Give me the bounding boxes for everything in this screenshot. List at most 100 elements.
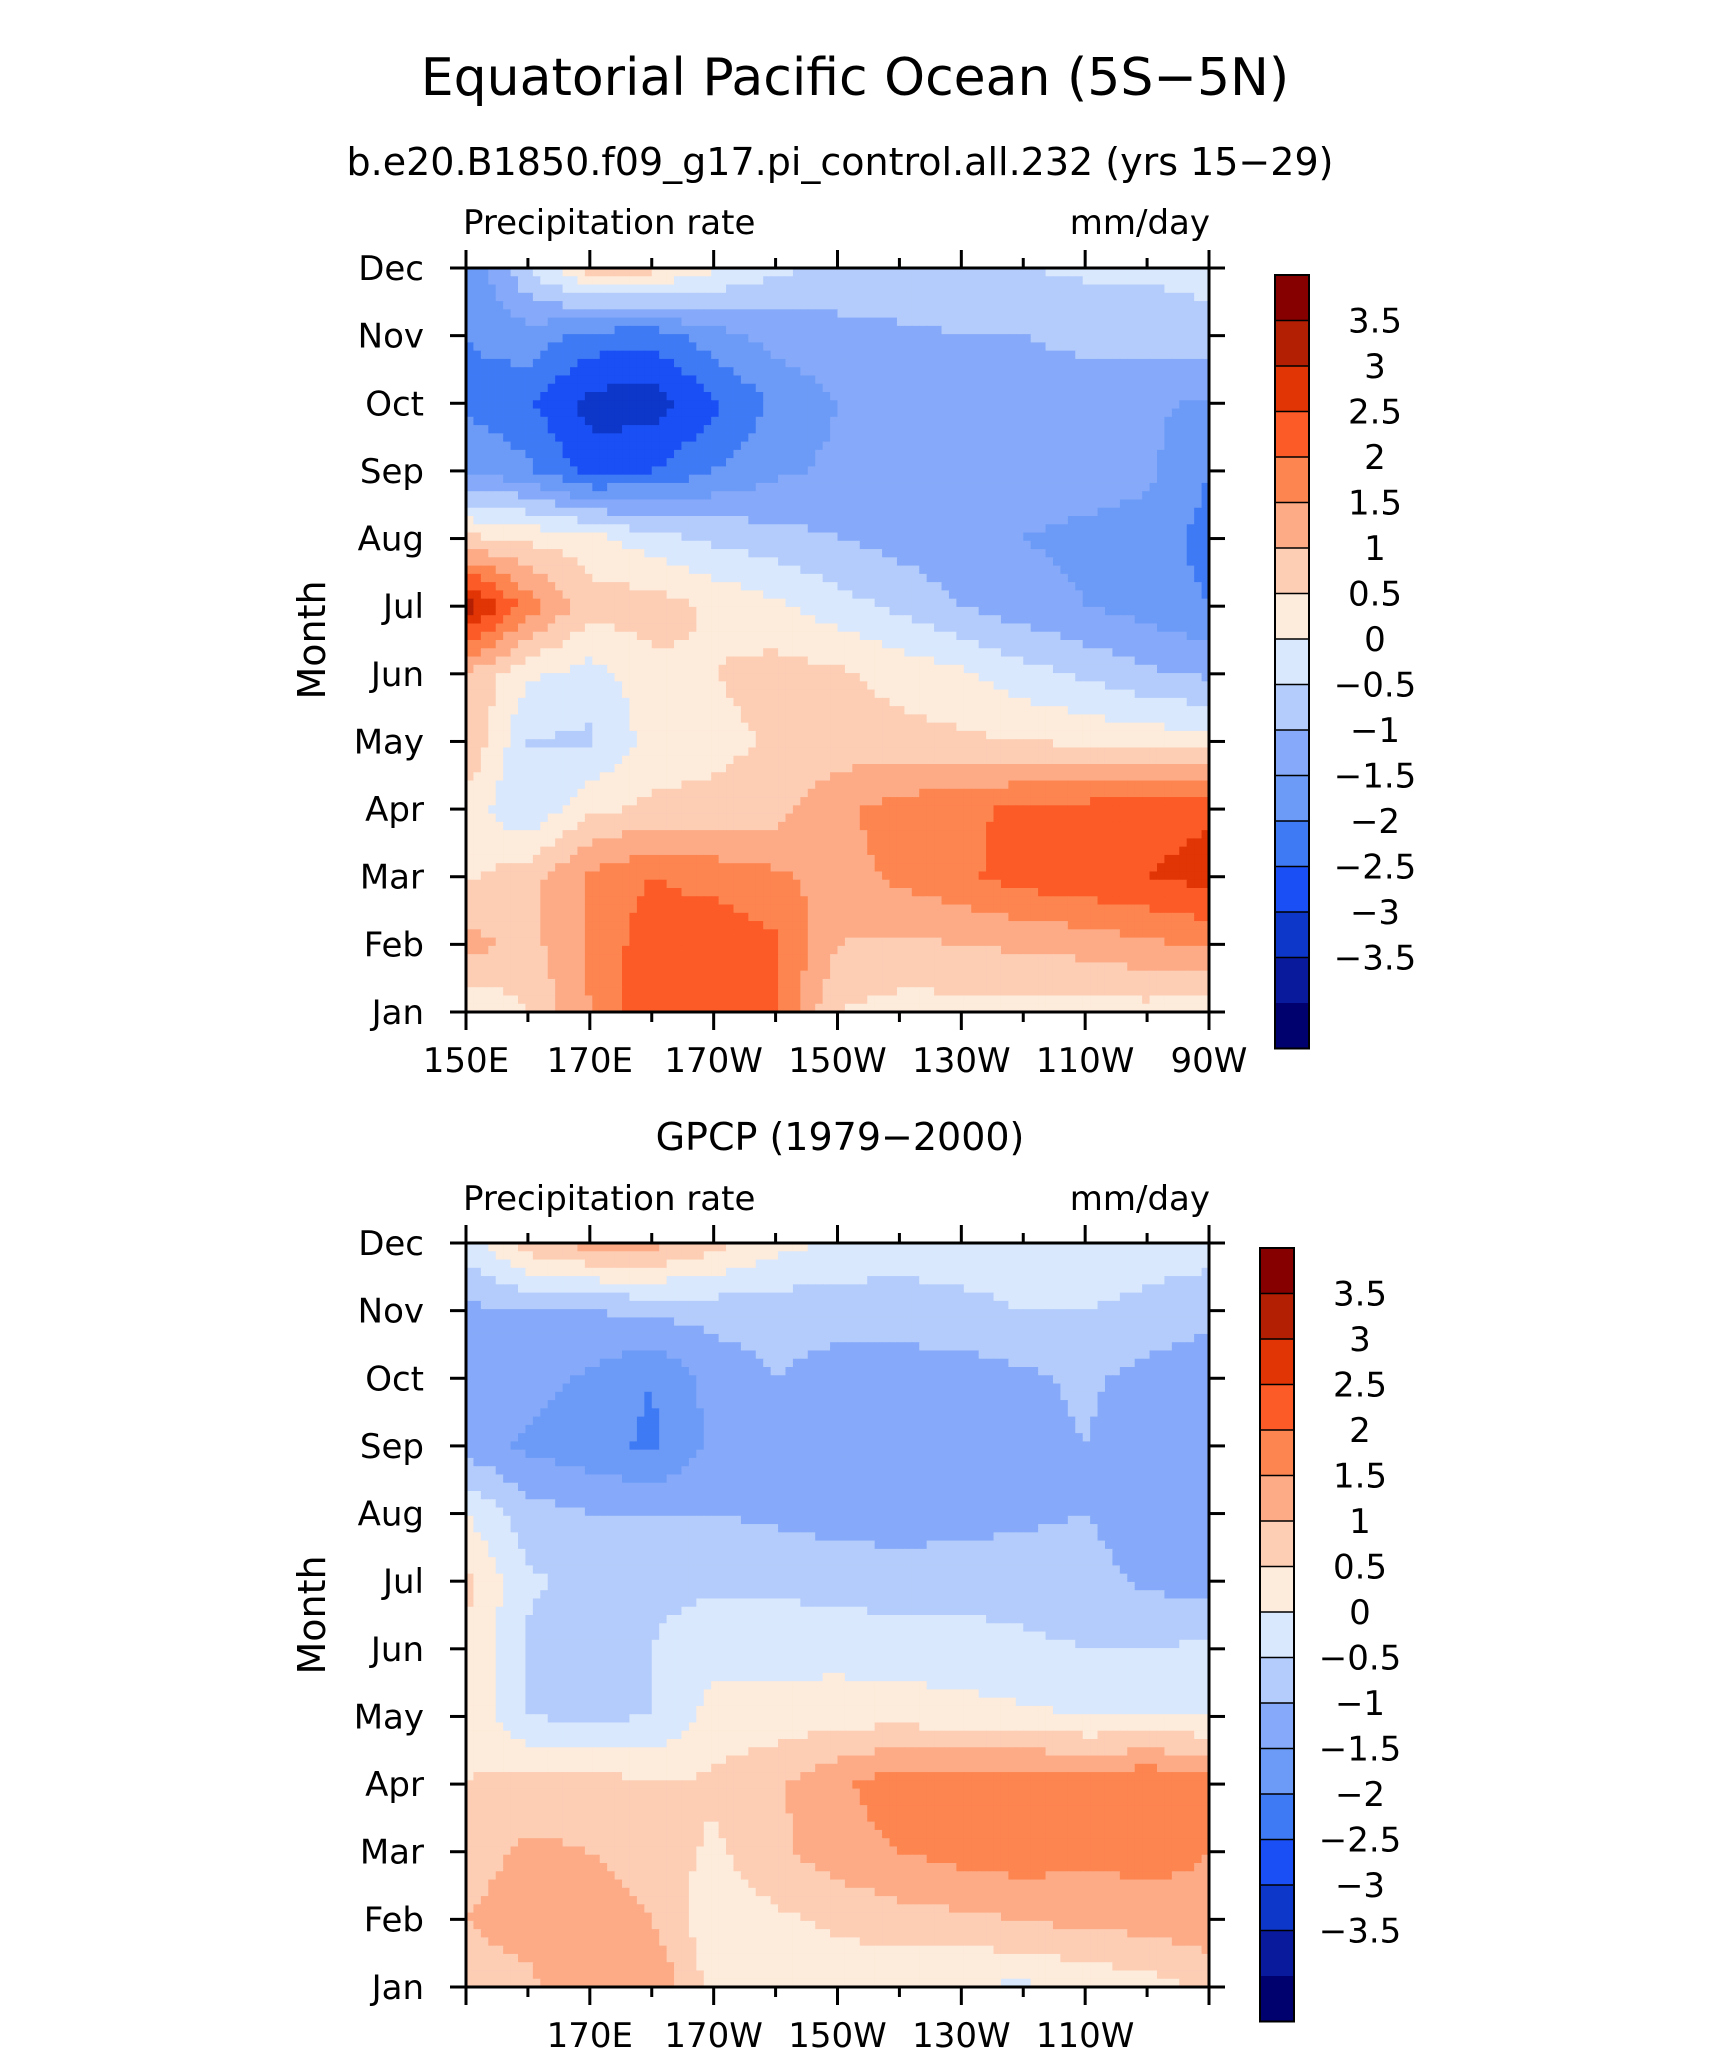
contour-cell [741, 533, 749, 542]
contour-cell [875, 442, 883, 451]
contour-cell [1172, 574, 1180, 583]
contour-cell [867, 491, 875, 500]
contour-cell [644, 425, 652, 434]
contour-cell [615, 342, 623, 351]
contour-cell [808, 483, 816, 492]
contour-cell [644, 276, 652, 285]
contour-cell [1135, 615, 1143, 624]
contour-cell [577, 392, 585, 401]
contour-cell [1164, 524, 1172, 533]
contour-cell [927, 516, 935, 525]
contour-cell [1112, 590, 1120, 599]
contour-cell [607, 640, 615, 649]
contour-cell [570, 590, 578, 599]
contour-cell [897, 615, 905, 624]
contour-cell [1112, 375, 1120, 384]
contour-cell [964, 475, 972, 484]
contour-cell [667, 466, 675, 475]
contour-cell [890, 301, 898, 310]
contour-cell [934, 665, 942, 674]
contour-cell [1135, 326, 1143, 335]
contour-cell [1023, 566, 1031, 575]
contour-cell [1112, 574, 1120, 583]
contour-cell [563, 318, 571, 327]
contour-cell [652, 599, 660, 608]
contour-cell [793, 417, 801, 426]
contour-cell [555, 524, 563, 533]
contour-cell [979, 665, 987, 674]
contour-cell [1053, 665, 1061, 674]
contour-cell [942, 566, 950, 575]
contour-cell [994, 648, 1002, 657]
contour-cell [681, 359, 689, 368]
contour-cell [563, 293, 571, 302]
contour-cell [912, 400, 920, 409]
contour-cell [890, 632, 898, 641]
contour-cell [897, 590, 905, 599]
contour-cell [904, 400, 912, 409]
contour-cell [994, 665, 1002, 674]
contour-cell [577, 657, 585, 666]
contour-cell [867, 475, 875, 484]
contour-cell [488, 450, 496, 459]
contour-cell [525, 475, 533, 484]
contour-cell [592, 623, 600, 632]
contour-cell [503, 367, 511, 376]
contour-cell [533, 615, 541, 624]
contour-cell [644, 648, 652, 657]
contour-cell [763, 450, 771, 459]
contour-cell [860, 549, 868, 558]
contour-cell [548, 276, 556, 285]
contour-cell [511, 574, 519, 583]
contour-cell [1127, 541, 1135, 550]
contour-cell [1060, 450, 1068, 459]
contour-cell [570, 384, 578, 393]
contour-cell [1023, 640, 1031, 649]
contour-cell [1194, 417, 1202, 426]
contour-cell [823, 293, 831, 302]
contour-cell [882, 508, 890, 517]
contour-cell [904, 499, 912, 508]
contour-cell [659, 285, 667, 294]
contour-cell [622, 450, 630, 459]
contour-cell [942, 301, 950, 310]
contour-cell [1001, 557, 1009, 566]
contour-cell [763, 574, 771, 583]
contour-cell [1031, 632, 1039, 641]
contour-cell [942, 433, 950, 442]
contour-cell [1016, 599, 1024, 608]
contour-cell [771, 276, 779, 285]
contour-cell [1008, 384, 1016, 393]
contour-cell [756, 541, 764, 550]
contour-cell [964, 566, 972, 575]
contour-cell [1127, 623, 1135, 632]
contour-cell [652, 318, 660, 327]
contour-cell [971, 673, 979, 682]
contour-cell [1068, 648, 1076, 657]
contour-cell [912, 533, 920, 542]
contour-cell [934, 351, 942, 360]
contour-cell [748, 351, 756, 360]
contour-cell [942, 276, 950, 285]
contour-cell [964, 367, 972, 376]
contour-cell [733, 433, 741, 442]
contour-cell [979, 516, 987, 525]
contour-cell [875, 566, 883, 575]
contour-cell [1075, 293, 1083, 302]
contour-cell [979, 450, 987, 459]
contour-cell [838, 508, 846, 517]
contour-cell [1112, 433, 1120, 442]
contour-cell [481, 359, 489, 368]
contour-cell [1179, 285, 1187, 294]
contour-cell [481, 276, 489, 285]
contour-cell [808, 566, 816, 575]
contour-cell [1023, 491, 1031, 500]
contour-cell [771, 359, 779, 368]
contour-cell [1038, 351, 1046, 360]
contour-cell [808, 607, 816, 616]
contour-cell [1105, 623, 1113, 632]
contour-cell [637, 541, 645, 550]
contour-cell [741, 318, 749, 327]
contour-cell [733, 541, 741, 550]
contour-cell [726, 499, 734, 508]
